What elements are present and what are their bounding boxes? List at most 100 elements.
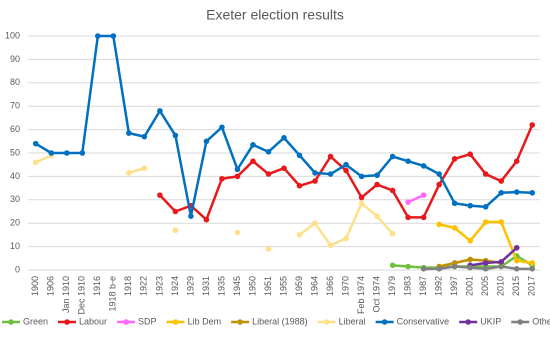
data-point [436, 171, 442, 177]
data-point [141, 133, 148, 140]
data-point [234, 173, 241, 180]
data-point [79, 150, 86, 156]
data-point [436, 181, 442, 188]
data-point [482, 204, 489, 210]
data-point [420, 163, 427, 169]
data-point [343, 167, 349, 174]
x-tick-label: 1959 [294, 276, 304, 296]
series-line [469, 246, 518, 267]
data-point [110, 33, 117, 39]
data-point [265, 246, 272, 252]
x-tick-label: 2015 [511, 276, 521, 296]
data-point [250, 142, 256, 148]
x-tick-label: 1997 [449, 276, 459, 296]
data-point [141, 165, 148, 172]
x-tick-label: 2005 [480, 276, 490, 296]
x-tick-label: 1983 [402, 276, 412, 296]
data-point [296, 232, 303, 238]
data-point [529, 189, 536, 196]
data-point [451, 263, 458, 270]
data-point [296, 152, 303, 159]
x-tick-label: 1951 [263, 276, 273, 296]
x-tick-label: 1955 [278, 276, 288, 296]
x-tick-label: 1966 [325, 276, 335, 296]
y-tick-label: 10 [10, 241, 20, 251]
data-point [63, 150, 70, 156]
legend-marker [123, 319, 129, 325]
data-point [374, 213, 380, 219]
data-point [219, 175, 225, 182]
data-point [467, 264, 473, 271]
data-point [482, 260, 489, 266]
y-tick-label: 0 [15, 264, 20, 274]
data-point [405, 214, 411, 221]
data-point [451, 200, 458, 207]
data-point [420, 214, 427, 221]
legend-label: Others [532, 316, 550, 326]
legend-marker [517, 319, 524, 325]
plot-area [32, 33, 536, 272]
data-point [358, 173, 365, 180]
data-point [95, 33, 101, 39]
data-point [405, 158, 411, 164]
legend-marker [323, 319, 330, 325]
data-point [436, 266, 442, 272]
data-point [529, 266, 536, 272]
data-point [32, 159, 39, 166]
legend-label: Labour [79, 316, 107, 326]
x-tick-label: Jan 1910 [61, 276, 71, 313]
data-point [296, 182, 303, 189]
x-tick-label: 1916 [92, 276, 102, 296]
x-tick-label: Dec 1910 [77, 276, 87, 315]
data-point [358, 200, 365, 207]
x-tick-label: 1964 [309, 276, 319, 296]
data-point [405, 263, 411, 270]
data-point [389, 230, 396, 237]
x-tick-label: 2010 [496, 276, 506, 296]
x-tick-label: 1929 [185, 276, 195, 296]
data-point [343, 235, 349, 242]
data-point [482, 171, 489, 177]
data-point [513, 189, 520, 195]
legend-label: Conservative [397, 316, 450, 326]
legend-marker [64, 319, 70, 325]
data-point [327, 153, 334, 160]
y-tick-label: 20 [10, 218, 20, 228]
x-tick-label: Feb 1974 [356, 276, 366, 314]
series-line [35, 34, 533, 218]
data-point [312, 170, 318, 176]
data-point [451, 225, 458, 231]
data-point [32, 140, 39, 147]
y-tick-label: 50 [10, 147, 20, 157]
legend-label: SDP [138, 316, 157, 326]
legend-marker [381, 319, 388, 325]
data-point [498, 263, 505, 270]
series-line [407, 193, 425, 204]
y-tick-label: 90 [10, 54, 20, 64]
legend-label: Lib Dem [188, 316, 222, 326]
x-tick-label: 1900 [30, 276, 40, 296]
data-point [203, 138, 210, 145]
data-point [389, 262, 396, 269]
data-point [513, 266, 520, 272]
legend-label: Liberal (1988) [252, 316, 308, 326]
x-tick-label: 2017 [527, 276, 537, 296]
data-point [389, 153, 396, 160]
x-tick-label: 1935 [216, 276, 226, 296]
x-tick-label: 2001 [465, 276, 475, 296]
data-point [498, 219, 505, 225]
data-point [172, 208, 179, 215]
data-point [312, 178, 318, 184]
data-point [48, 150, 55, 156]
x-tick-label: 1970 [340, 276, 350, 296]
data-point [327, 171, 334, 177]
y-tick-label: 80 [10, 77, 20, 87]
data-point [467, 151, 473, 157]
y-tick-label: 60 [10, 124, 20, 134]
data-point [358, 194, 365, 201]
data-point [312, 220, 318, 226]
data-point [327, 242, 334, 249]
legend-label: Green [23, 316, 48, 326]
data-point [467, 202, 473, 209]
